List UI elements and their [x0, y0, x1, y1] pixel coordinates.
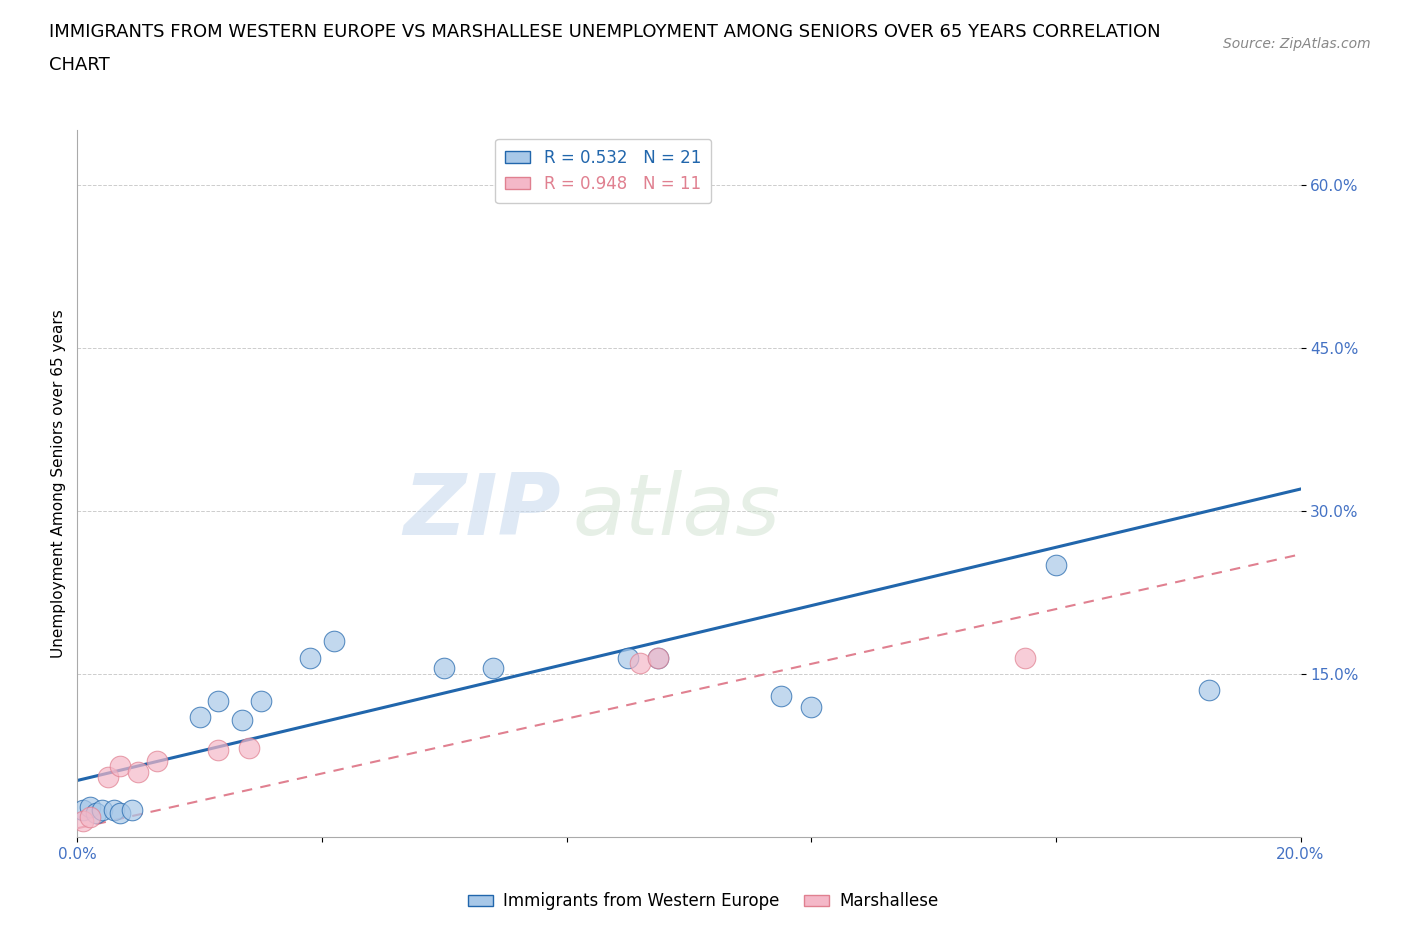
- Point: [647, 650, 669, 665]
- Point: [1014, 650, 1036, 665]
- Legend: Immigrants from Western Europe, Marshallese: Immigrants from Western Europe, Marshall…: [461, 885, 945, 917]
- Text: CHART: CHART: [49, 56, 110, 73]
- Text: Source: ZipAtlas.com: Source: ZipAtlas.com: [1223, 37, 1371, 51]
- Text: IMMIGRANTS FROM WESTERN EUROPE VS MARSHALLESE UNEMPLOYMENT AMONG SENIORS OVER 65: IMMIGRANTS FROM WESTERN EUROPE VS MARSHA…: [49, 23, 1161, 41]
- Point: [250, 694, 273, 709]
- Point: [1198, 683, 1220, 698]
- Point: [1045, 558, 1067, 573]
- Point: [482, 661, 505, 676]
- Point: [238, 740, 260, 755]
- Text: ZIP: ZIP: [404, 471, 561, 553]
- Point: [647, 650, 669, 665]
- Point: [298, 650, 321, 665]
- Point: [108, 805, 131, 820]
- Point: [323, 634, 346, 649]
- Point: [79, 799, 101, 814]
- Point: [84, 805, 107, 820]
- Point: [231, 712, 253, 727]
- Point: [207, 694, 229, 709]
- Point: [146, 753, 169, 768]
- Y-axis label: Unemployment Among Seniors over 65 years: Unemployment Among Seniors over 65 years: [51, 309, 66, 658]
- Point: [79, 810, 101, 825]
- Point: [433, 661, 456, 676]
- Point: [617, 650, 640, 665]
- Point: [97, 770, 120, 785]
- Point: [628, 656, 651, 671]
- Point: [800, 699, 823, 714]
- Point: [121, 803, 143, 817]
- Legend: R = 0.532   N = 21, R = 0.948   N = 11: R = 0.532 N = 21, R = 0.948 N = 11: [495, 139, 711, 203]
- Point: [207, 742, 229, 757]
- Point: [103, 803, 125, 817]
- Point: [108, 759, 131, 774]
- Point: [72, 803, 94, 817]
- Point: [127, 764, 149, 779]
- Point: [769, 688, 792, 703]
- Point: [188, 710, 211, 724]
- Point: [90, 803, 112, 817]
- Text: atlas: atlas: [572, 471, 780, 553]
- Point: [72, 813, 94, 828]
